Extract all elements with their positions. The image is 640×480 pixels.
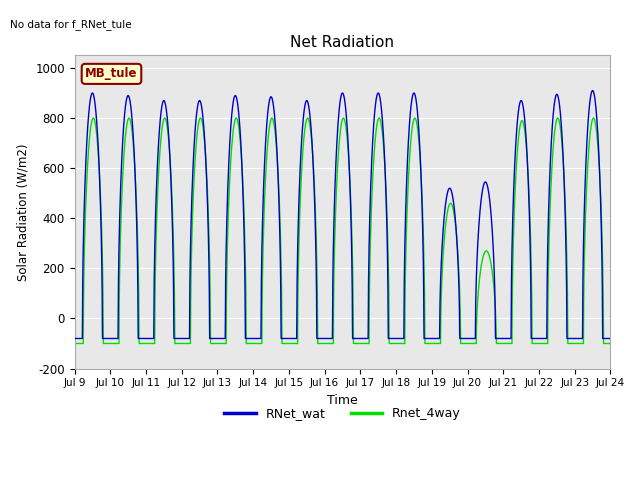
RNet_wat — [493, 336, 500, 341]
Y-axis label: Solar Radiation (W/m2): Solar Radiation (W/m2) — [17, 143, 29, 281]
RNet_wat — [607, 336, 614, 341]
RNet_wat — [417, 155, 424, 160]
RNet_wat — [589, 88, 596, 94]
Rnet_4way — [180, 341, 188, 347]
Rnet_4way — [493, 341, 500, 347]
Line: RNet_wat: RNet_wat — [74, 91, 611, 338]
Rnet_4way — [186, 341, 193, 347]
RNet_wat — [70, 336, 78, 341]
Rnet_4way — [271, 131, 279, 136]
RNet_wat — [180, 336, 188, 341]
Line: Rnet_4way: Rnet_4way — [74, 118, 611, 344]
RNet_wat — [271, 120, 279, 125]
RNet_wat — [186, 336, 193, 341]
Rnet_4way — [607, 341, 614, 347]
Text: No data for f_RNet_tule: No data for f_RNet_tule — [10, 20, 132, 30]
Rnet_4way — [90, 115, 97, 121]
RNet_wat — [605, 336, 612, 341]
Text: MB_tule: MB_tule — [85, 67, 138, 80]
Title: Net Radiation: Net Radiation — [291, 35, 394, 50]
Rnet_4way — [70, 341, 78, 347]
Rnet_4way — [605, 341, 612, 347]
Rnet_4way — [417, 159, 424, 165]
Legend: RNet_wat, Rnet_4way: RNet_wat, Rnet_4way — [220, 402, 465, 425]
X-axis label: Time: Time — [327, 394, 358, 407]
